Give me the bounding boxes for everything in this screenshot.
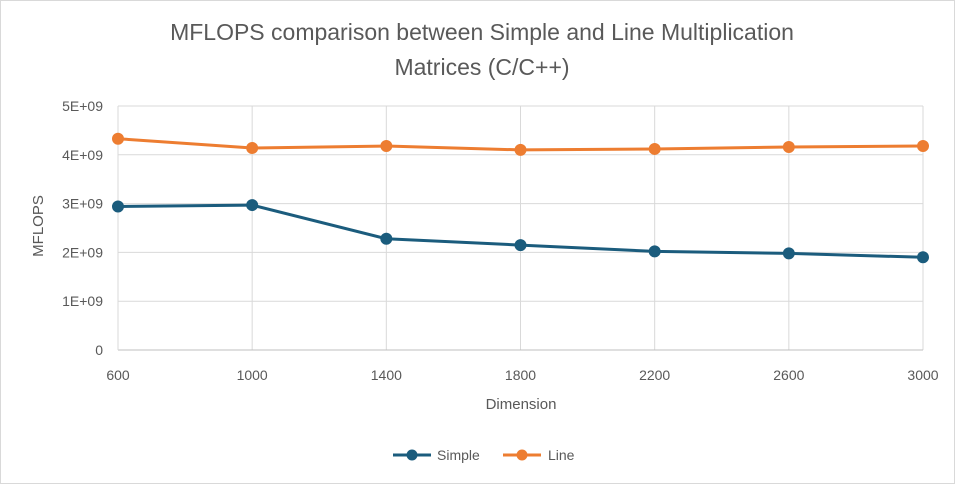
y-tick-label: 4E+09 [62, 147, 103, 163]
data-point-line [917, 140, 929, 153]
y-tick-label: 1E+09 [62, 293, 103, 309]
x-tick-label: 2600 [773, 367, 804, 383]
legend-marker-line [516, 449, 528, 461]
x-tick-label: 1000 [237, 367, 268, 383]
x-tick-label: 1400 [371, 367, 402, 383]
legend-label-simple: Simple [437, 447, 480, 463]
data-point-simple [380, 232, 393, 245]
data-point-line [246, 141, 259, 154]
data-point-simple [917, 251, 929, 264]
data-point-simple [782, 247, 795, 260]
data-point-simple [648, 245, 661, 258]
data-point-simple [514, 239, 527, 252]
legend-label-line: Line [548, 447, 575, 463]
y-tick-label: 2E+09 [62, 244, 103, 260]
legend: Simple Line [393, 447, 575, 463]
chart-title-line-1: MFLOPS comparison between Simple and Lin… [170, 19, 794, 45]
data-point-line [782, 140, 795, 153]
data-point-simple [246, 199, 259, 212]
data-point-line [648, 142, 661, 155]
axes: 0 1E+09 2E+09 3E+09 4E+09 5E+09 600 1000 1400 180… [62, 98, 939, 383]
x-tick-label: 1800 [505, 367, 536, 383]
data-point-line [514, 143, 527, 156]
data-point-simple [112, 200, 124, 213]
y-tick-label: 0 [95, 342, 103, 358]
chart-title-line-2: Matrices (C/C++) [394, 54, 569, 80]
series-layer [112, 132, 929, 264]
y-axis-title: MFLOPS [30, 195, 47, 257]
x-axis-title: Dimension [486, 396, 557, 413]
y-tick-label: 5E+09 [62, 98, 103, 114]
y-tick-label: 3E+09 [62, 196, 103, 212]
data-point-line [112, 132, 124, 145]
data-point-line [380, 140, 393, 153]
gridlines [118, 105, 924, 350]
legend-marker-simple [406, 449, 418, 461]
x-tick-label: 3000 [907, 367, 938, 383]
x-tick-label: 2200 [639, 367, 670, 383]
x-tick-label: 600 [106, 367, 130, 383]
